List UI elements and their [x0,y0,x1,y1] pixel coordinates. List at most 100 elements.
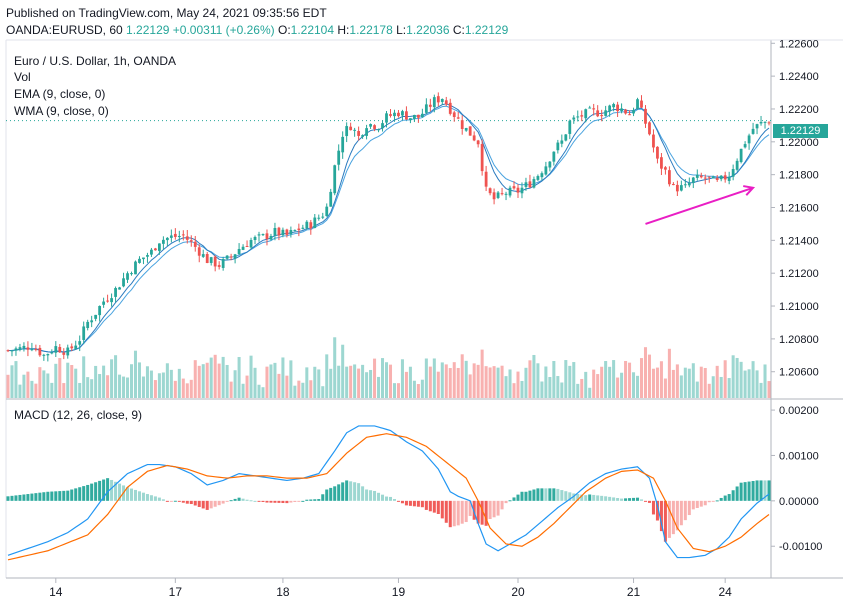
candle-body [118,287,121,290]
macd-histogram-bar [608,496,612,501]
macd-histogram-bar [675,500,679,531]
macd-histogram-bar [636,497,640,501]
macd-histogram-bar [476,500,480,524]
volume-bar [369,369,373,398]
volume-bar [229,381,233,398]
volume-bar [464,360,468,398]
macd-histogram-bar [540,488,544,501]
candle-body [142,257,145,260]
candle-body [572,117,576,120]
macd-histogram-bar [225,500,229,502]
macd-histogram-bar [647,500,651,503]
macd-histogram-bar [504,500,508,504]
candle-body [763,121,767,123]
candle-body [468,126,472,136]
time-tick-label: 20 [511,585,525,599]
candle-body [26,347,30,350]
volume-bar [297,380,301,398]
macd-histogram-bar [400,500,404,504]
candle-body [512,186,516,189]
volume-bar [695,381,699,398]
macd-histogram-bar [197,500,201,507]
volume-bar [34,383,38,398]
volume-bar [50,382,54,398]
volume-bar [241,383,245,398]
candle-body [508,187,512,196]
macd-histogram-bar [289,500,293,503]
time-tick-label: 24 [719,585,733,599]
candle-body [480,144,484,172]
candle-body [82,326,86,340]
macd-histogram-bar [671,500,675,535]
candle-body [751,128,755,134]
candle-body [759,121,763,124]
candle-body [416,114,420,118]
volume-bar [193,360,197,398]
volume-bar [476,364,480,398]
trend-arrow-head [743,185,756,196]
candle-body [138,258,141,263]
macd-histogram-bar [341,482,345,501]
volume-bar [412,380,416,398]
volume-bar [42,370,46,398]
macd-histogram-bar [667,500,671,538]
macd-histogram-bar [205,500,209,510]
volume-bar [456,367,460,398]
macd-histogram-bar [373,490,377,501]
candle-body [456,117,460,119]
price-tick-label: 1.21800 [779,170,819,182]
macd-histogram-bar [584,495,588,501]
candle-body [165,237,169,241]
candle-body [6,350,10,352]
macd-histogram-bar [707,500,711,503]
volume-bar [145,366,149,398]
candle-body [34,349,38,351]
volume-bar [325,354,329,398]
volume-bar [153,380,157,398]
volume-bar [137,362,141,398]
macd-tick-label: 0.00200 [779,405,819,417]
macd-histogram-bar [416,500,420,507]
volume-bar [6,374,10,398]
volume-bar [341,344,345,398]
volume-bar [74,368,78,398]
volume-bar [492,366,496,398]
volume-bar [205,362,209,398]
candle-body [540,173,544,178]
macd-histogram-bar [273,500,277,503]
volume-bar [189,379,193,398]
candle-body [636,99,639,109]
candle-body [405,111,408,120]
volume-bar [460,354,464,398]
candle-body [98,306,102,316]
volume-bar [305,367,309,398]
volume-bar [588,387,592,398]
volume-bar [428,366,432,398]
macd-histogram-bar [632,497,636,501]
candle-body [74,345,78,350]
high-label: H: [337,23,350,37]
macd-histogram-bar [751,480,755,501]
volume-bar [620,372,624,398]
candle-body [221,258,225,268]
volume-bar [94,365,98,398]
candle-body [333,165,337,194]
macd-histogram-bar [388,496,393,501]
candle-body [767,122,771,124]
candle-body [50,352,54,354]
volume-bar [516,371,520,398]
volume-bar [265,366,269,398]
candle-body [699,175,703,178]
volume-bar [624,360,628,398]
volume-bar [122,376,126,398]
volume-bar [217,363,221,398]
volume-bar [512,383,516,398]
macd-histogram-bar [241,498,245,501]
candle-body [281,229,285,236]
candle-body [556,142,560,151]
volume-bar [392,383,396,398]
candle-body [739,148,743,163]
macd-histogram-bar [126,487,130,501]
macd-histogram-bar [217,500,221,506]
